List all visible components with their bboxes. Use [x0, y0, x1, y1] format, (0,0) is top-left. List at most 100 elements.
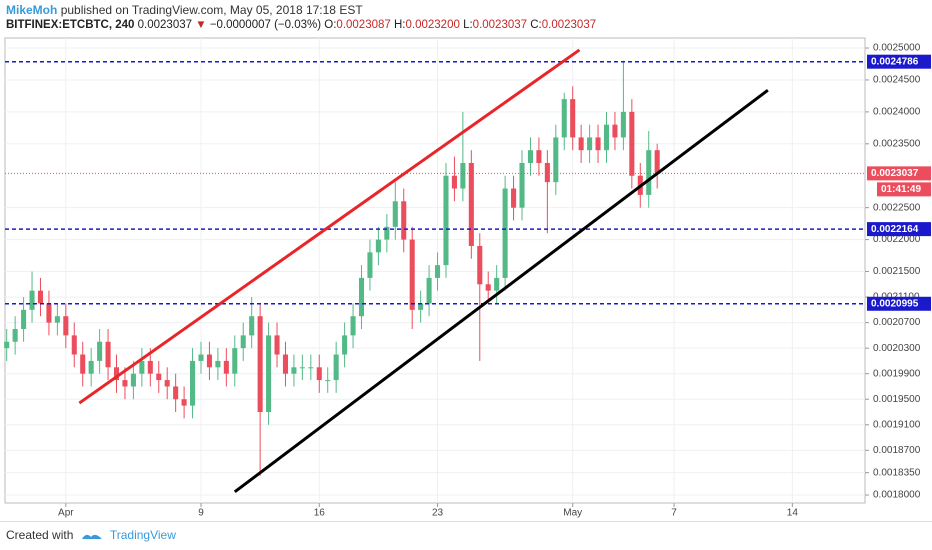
- candle-body: [536, 150, 542, 163]
- candle-body: [502, 188, 508, 278]
- candle-body: [477, 245, 483, 285]
- trend-line: [233, 88, 769, 494]
- candle-body: [342, 335, 348, 355]
- candle-body: [578, 137, 584, 151]
- candle-body: [147, 360, 153, 374]
- candle-body: [494, 277, 500, 291]
- low: 0.0023037: [472, 19, 528, 31]
- level-label-box: [867, 222, 931, 237]
- chart: 0.0025000 0.0024500 0.0024000 0.0023500 0.00…: [4, 37, 931, 519]
- candle-body: [409, 239, 415, 310]
- candle-body: [485, 284, 491, 291]
- candle-body: [88, 360, 94, 374]
- level-label-box: [867, 296, 931, 311]
- candle-body: [164, 380, 170, 387]
- candle-body: [257, 316, 263, 413]
- candle-body: [113, 367, 120, 381]
- y-tick-label: 0.0021500: [873, 266, 921, 277]
- y-tick-label: 0.0019500: [873, 394, 921, 405]
- candle-body: [105, 341, 111, 368]
- candle-body: [629, 111, 635, 176]
- candle-body: [544, 162, 550, 183]
- y-tick-label: 0.0024500: [873, 75, 921, 86]
- candle-body: [367, 252, 373, 278]
- brand[interactable]: TradingView: [109, 528, 176, 542]
- candle-body: [249, 316, 255, 336]
- candle-body: [511, 188, 517, 208]
- change: −0.0000007 (−0.03%): [209, 19, 322, 31]
- candle-body: [198, 354, 204, 361]
- y-tick-label: 0.0024000: [873, 107, 921, 118]
- level-label-box: [867, 54, 931, 69]
- y-tick-label: 0.0022000: [873, 234, 921, 245]
- level-label: 0.0020995: [871, 298, 919, 309]
- level-label: 0.0024786: [871, 56, 919, 67]
- footer-rule: [0, 521, 932, 522]
- high-label: H:: [394, 19, 406, 31]
- countdown-box: [877, 182, 931, 197]
- x-tick-label: 23: [432, 508, 444, 519]
- candle-body: [620, 111, 626, 138]
- candle-body: [46, 303, 52, 323]
- candle-body: [587, 137, 593, 151]
- candle-body: [97, 341, 103, 361]
- created-with: Created with: [6, 528, 74, 542]
- candle-body: [80, 354, 86, 374]
- candle-body: [316, 367, 322, 381]
- candle-body: [130, 373, 136, 387]
- author[interactable]: MikeMoh: [6, 3, 58, 17]
- candle-body: [570, 99, 576, 138]
- candle-body: [418, 303, 424, 310]
- y-tick-label: 0.0018000: [873, 490, 921, 501]
- candle-body: [232, 348, 238, 374]
- open-label: O:: [324, 19, 337, 31]
- candle-body: [375, 239, 381, 253]
- candle-body: [122, 380, 128, 387]
- x-tick-label: 16: [314, 508, 326, 519]
- candle-body: [274, 335, 280, 355]
- arrow: ▼: [195, 19, 207, 31]
- candle-body: [527, 150, 533, 163]
- close: 0.0023037: [541, 19, 597, 31]
- price: 0.0023037: [137, 19, 193, 31]
- candle-body: [139, 360, 145, 374]
- low-label: L:: [463, 19, 473, 31]
- candle-body: [63, 316, 69, 336]
- x-tick-label: May: [563, 508, 582, 519]
- y-tick-label: 0.0018350: [873, 467, 921, 478]
- candle-body: [612, 124, 618, 138]
- candle-body: [384, 226, 390, 240]
- y-tick-label: 0.0019900: [873, 368, 921, 379]
- candle-body: [282, 354, 289, 374]
- footer: Created with TradingView: [6, 528, 176, 542]
- candle-body: [291, 367, 297, 374]
- x-tick-label: 14: [787, 508, 799, 519]
- candle-body: [12, 328, 18, 342]
- candle-body: [426, 277, 432, 304]
- candle-body: [350, 316, 356, 336]
- candle-body: [215, 360, 221, 368]
- candle-body: [266, 335, 272, 413]
- candle-body: [37, 290, 44, 304]
- candle-body: [181, 399, 187, 406]
- candle-body: [443, 175, 449, 266]
- candle-body: [206, 354, 212, 368]
- candle-body: [358, 277, 365, 317]
- header-line-2: BITFINEX:ETCBTC, 240 0.0023037 ▼ −0.0000…: [6, 19, 596, 31]
- candle-body: [646, 150, 652, 195]
- candle-body: [654, 150, 660, 174]
- x-tick-label: Apr: [58, 508, 74, 519]
- candle-body: [392, 201, 398, 227]
- x-tick-label: 9: [198, 508, 204, 519]
- y-tick-label: 0.0022500: [873, 202, 921, 213]
- candle-body: [401, 201, 407, 240]
- candle-body: [190, 360, 196, 406]
- y-tick-label: 0.0023500: [873, 138, 921, 149]
- candle-body: [333, 354, 339, 381]
- high: 0.0023200: [405, 19, 460, 31]
- candle-body: [54, 316, 60, 323]
- candle-body: [240, 335, 246, 349]
- candle-body: [451, 175, 457, 189]
- y-tick-label: 0.0020300: [873, 343, 921, 354]
